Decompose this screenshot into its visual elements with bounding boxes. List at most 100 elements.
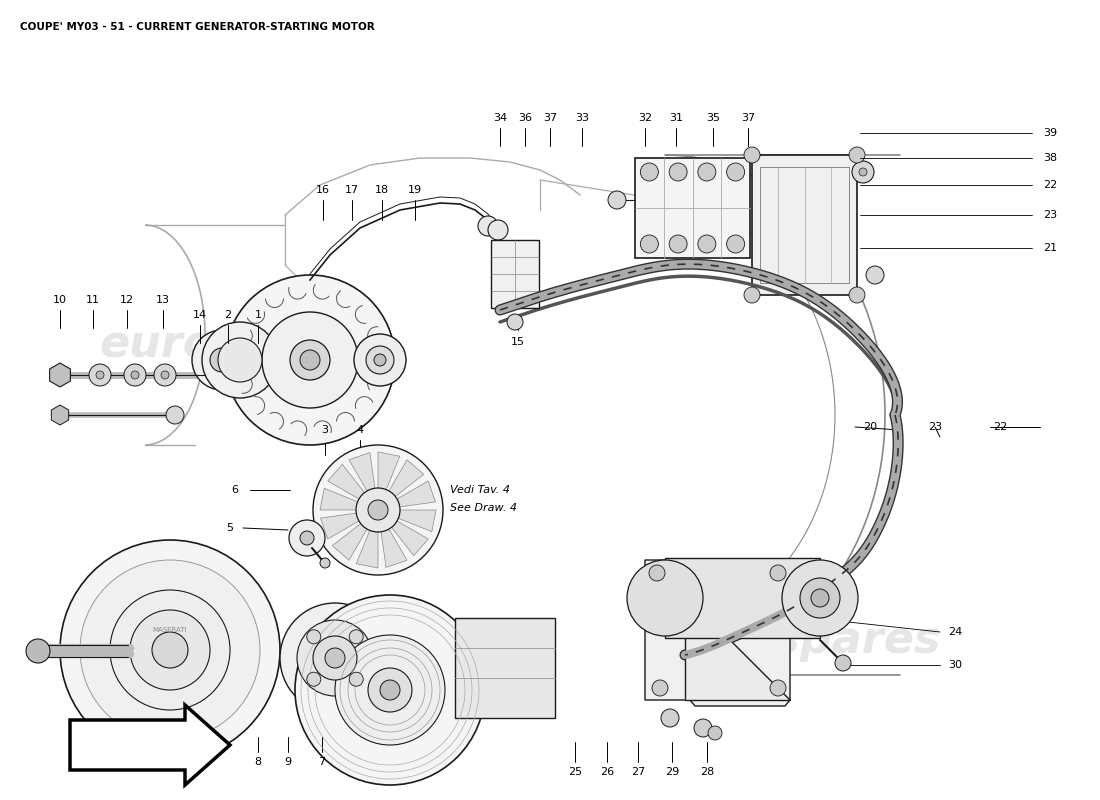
Text: 20: 20 xyxy=(862,422,877,432)
Circle shape xyxy=(640,235,659,253)
Circle shape xyxy=(608,191,626,209)
Polygon shape xyxy=(328,464,365,500)
Circle shape xyxy=(300,350,320,370)
Text: 15: 15 xyxy=(512,337,525,347)
Circle shape xyxy=(652,680,668,696)
Circle shape xyxy=(744,287,760,303)
Text: 16: 16 xyxy=(316,185,330,195)
Text: 33: 33 xyxy=(575,113,589,123)
Circle shape xyxy=(866,266,884,284)
Polygon shape xyxy=(70,705,230,785)
Text: MASERATI: MASERATI xyxy=(153,627,187,633)
Circle shape xyxy=(349,630,363,644)
Circle shape xyxy=(210,348,234,372)
Circle shape xyxy=(727,163,745,181)
Text: 21: 21 xyxy=(1043,243,1057,253)
Text: 27: 27 xyxy=(631,767,645,777)
Text: 37: 37 xyxy=(543,113,557,123)
Text: 22: 22 xyxy=(1043,180,1057,190)
Text: 26: 26 xyxy=(600,767,614,777)
Text: 36: 36 xyxy=(518,113,532,123)
Circle shape xyxy=(374,354,386,366)
Circle shape xyxy=(379,680,400,700)
Polygon shape xyxy=(395,481,436,507)
Circle shape xyxy=(782,560,858,636)
Circle shape xyxy=(368,500,388,520)
Polygon shape xyxy=(50,363,70,387)
Text: 17: 17 xyxy=(345,185,359,195)
Text: 25: 25 xyxy=(568,767,582,777)
Circle shape xyxy=(289,520,324,556)
Polygon shape xyxy=(356,529,378,568)
Bar xyxy=(491,240,539,308)
Circle shape xyxy=(811,589,829,607)
Bar xyxy=(455,618,556,718)
Circle shape xyxy=(661,709,679,727)
Circle shape xyxy=(627,560,703,636)
Circle shape xyxy=(488,220,508,240)
Text: eurospares: eurospares xyxy=(659,618,940,662)
Circle shape xyxy=(694,719,712,737)
Circle shape xyxy=(727,235,745,253)
Text: 8: 8 xyxy=(254,757,262,767)
Circle shape xyxy=(192,330,252,390)
Polygon shape xyxy=(378,452,399,491)
Circle shape xyxy=(336,635,446,745)
Circle shape xyxy=(262,312,358,408)
Circle shape xyxy=(770,680,786,696)
Circle shape xyxy=(295,595,485,785)
Text: eurospares: eurospares xyxy=(99,323,381,366)
Text: 10: 10 xyxy=(53,295,67,305)
Circle shape xyxy=(280,603,390,713)
Circle shape xyxy=(507,314,522,330)
Text: 28: 28 xyxy=(700,767,714,777)
Circle shape xyxy=(320,558,330,568)
Text: 14: 14 xyxy=(192,310,207,320)
Circle shape xyxy=(859,168,867,176)
Text: 34: 34 xyxy=(493,113,507,123)
Text: 12: 12 xyxy=(120,295,134,305)
Circle shape xyxy=(161,371,169,379)
Text: 13: 13 xyxy=(156,295,170,305)
Polygon shape xyxy=(381,527,407,567)
Circle shape xyxy=(166,406,184,424)
Text: 11: 11 xyxy=(86,295,100,305)
Circle shape xyxy=(368,668,412,712)
Circle shape xyxy=(354,334,406,386)
Circle shape xyxy=(835,655,851,671)
Polygon shape xyxy=(388,460,424,498)
Circle shape xyxy=(80,560,260,740)
Polygon shape xyxy=(396,510,436,532)
Circle shape xyxy=(669,235,688,253)
Circle shape xyxy=(307,672,321,686)
Circle shape xyxy=(152,632,188,668)
Circle shape xyxy=(770,565,786,581)
Circle shape xyxy=(226,275,395,445)
Circle shape xyxy=(849,147,865,163)
Text: COUPE' MY03 - 51 - CURRENT GENERATOR-STARTING MOTOR: COUPE' MY03 - 51 - CURRENT GENERATOR-STA… xyxy=(20,22,375,32)
Polygon shape xyxy=(349,453,375,493)
Text: 22: 22 xyxy=(993,422,1008,432)
Text: 38: 38 xyxy=(1043,153,1057,163)
Text: 2: 2 xyxy=(224,310,232,320)
Circle shape xyxy=(110,590,230,710)
Text: 24: 24 xyxy=(948,627,962,637)
Text: 18: 18 xyxy=(375,185,389,195)
Circle shape xyxy=(26,639,50,663)
Circle shape xyxy=(478,216,498,236)
Circle shape xyxy=(669,163,688,181)
Circle shape xyxy=(89,364,111,386)
Circle shape xyxy=(697,163,716,181)
Circle shape xyxy=(297,620,373,696)
Circle shape xyxy=(744,147,760,163)
Circle shape xyxy=(96,371,104,379)
Text: 23: 23 xyxy=(928,422,942,432)
Polygon shape xyxy=(320,513,361,539)
Circle shape xyxy=(202,322,278,398)
Circle shape xyxy=(356,488,400,532)
Circle shape xyxy=(708,726,722,740)
Text: 39: 39 xyxy=(1043,128,1057,138)
Polygon shape xyxy=(320,488,360,510)
Circle shape xyxy=(800,578,840,618)
Circle shape xyxy=(307,630,321,644)
